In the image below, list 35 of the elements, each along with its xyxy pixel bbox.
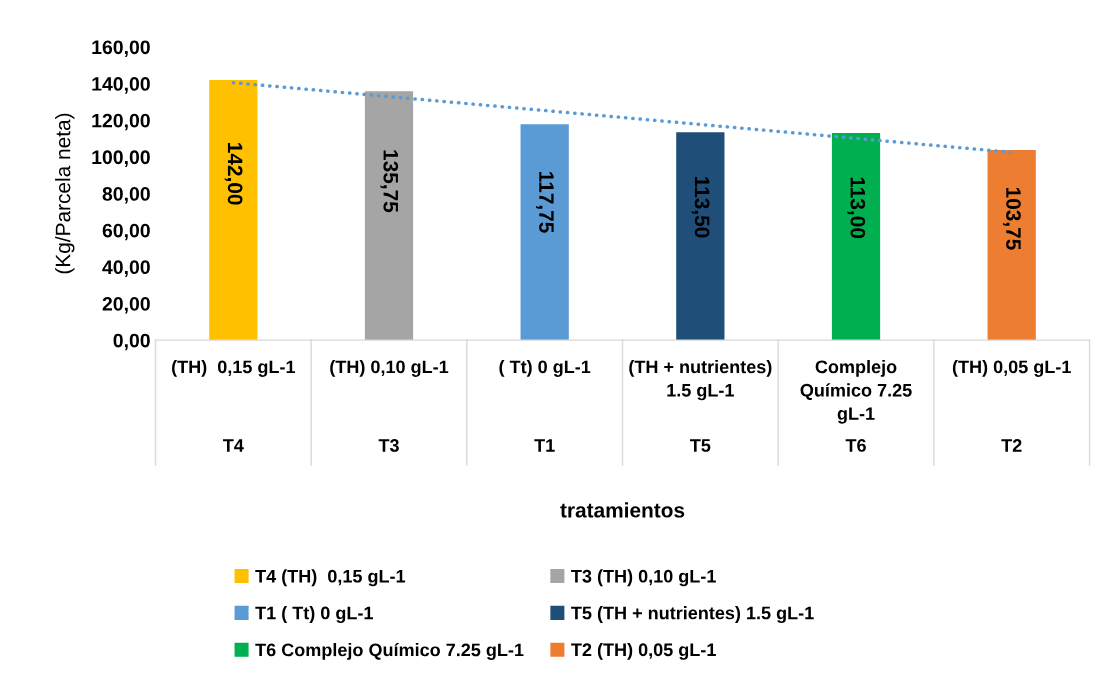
text: T1 xyxy=(534,439,555,452)
text: T5 xyxy=(690,439,711,452)
legend-label: T3 (TH) 0,10 gL-1 xyxy=(571,569,716,587)
x-tick-label: (TH) 0,05 gL-1 xyxy=(952,360,1071,377)
x-tick-label: (TH) 0,10 gL-1 xyxy=(330,360,449,377)
data-label: 113,00 xyxy=(847,177,866,239)
legend-label: T4 (TH) 0,15 gL-1 xyxy=(255,569,406,587)
data-label: 142,00 xyxy=(224,143,243,205)
x-tick-label: (TH) 0,15 gL-1 xyxy=(172,360,296,377)
legend-label: T2 (TH) 0,05 gL-1 xyxy=(571,642,716,660)
data-label: 135,75 xyxy=(380,150,399,213)
y-tick-label: 120,00 xyxy=(92,113,150,131)
text: T4 xyxy=(223,439,244,452)
x-axis-title: tratamientos xyxy=(560,502,685,518)
data-label: 117,75 xyxy=(536,172,554,233)
x-tick-label: Complejo Químico 7.25 gL-1 xyxy=(800,360,912,424)
text: T6 xyxy=(845,439,866,452)
legend-label: T6 Complejo Químico 7.25 gL-1 xyxy=(255,642,524,660)
text: T2 xyxy=(1001,439,1022,452)
data-label: 113,50 xyxy=(691,177,710,238)
legend-label: T5 (TH + nutrientes) 1.5 gL-1 xyxy=(571,606,814,624)
y-tick-label: 0,00 xyxy=(113,333,150,351)
y-tick-label: 100,00 xyxy=(92,150,150,167)
x-tick-label: (TH + nutrientes) 1.5 gL-1 xyxy=(629,360,772,401)
legend-label: T1 ( Tt) 0 gL-1 xyxy=(255,606,373,624)
x-tick-label: ( Tt) 0 gL-1 xyxy=(499,360,591,377)
y-axis-title: (Kg/Parcela neta) xyxy=(55,113,75,274)
y-tick-label: 40,00 xyxy=(102,260,150,277)
y-tick-label: 140,00 xyxy=(92,77,150,94)
y-tick-label: 60,00 xyxy=(102,223,150,241)
y-tick-label: 80,00 xyxy=(102,187,150,204)
text: T3 xyxy=(378,439,399,452)
y-tick-label: 20,00 xyxy=(102,296,150,314)
y-tick-label: 160,00 xyxy=(92,40,150,57)
data-label: 103,75 xyxy=(1003,187,1021,250)
